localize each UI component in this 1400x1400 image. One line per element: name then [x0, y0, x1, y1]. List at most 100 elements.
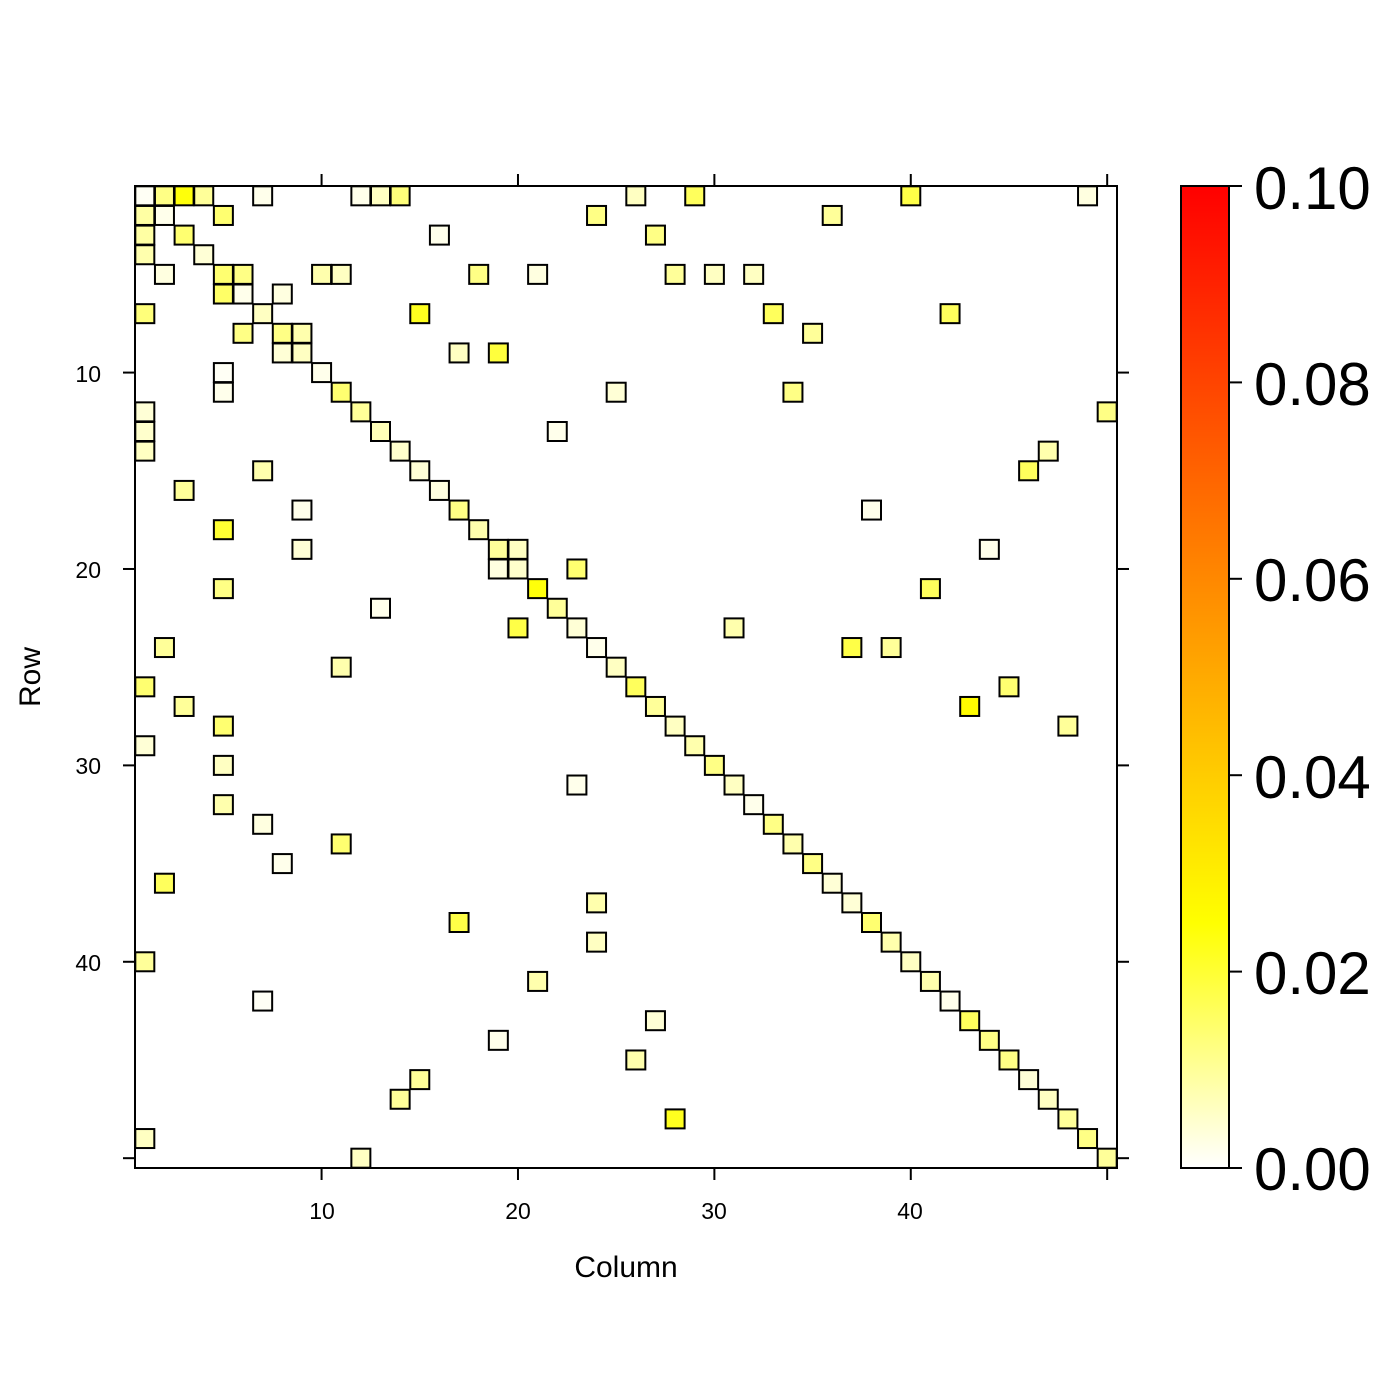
heatmap-cell-r4-c4 — [193, 244, 215, 266]
heatmap-cell-r26-c1 — [134, 676, 156, 698]
x-axis-title: Column — [574, 1251, 677, 1284]
heatmap-cell-r18-c5 — [212, 519, 234, 541]
heatmap-cell-r14-c1 — [134, 440, 156, 462]
heatmap-cell-r46-c46 — [1018, 1069, 1040, 1091]
heatmap-cell-r24-c24 — [586, 637, 608, 659]
heatmap-cell-r7-c42 — [939, 303, 961, 325]
heatmap-cell-r49-c49 — [1077, 1128, 1099, 1150]
heatmap-cell-r11-c11 — [330, 381, 352, 403]
heatmap-cell-r1-c4 — [193, 185, 215, 207]
heatmap-cell-r34-c34 — [782, 833, 804, 855]
heatmap-cell-r1-c3 — [173, 185, 195, 207]
heatmap-cell-r23-c31 — [723, 617, 745, 639]
y-tick-label-10: 10 — [75, 361, 101, 387]
heatmap-cell-r22-c22 — [546, 597, 568, 619]
heatmap-cell-r17-c38 — [861, 499, 882, 521]
heatmap-cell-r5-c18 — [468, 263, 490, 285]
heatmap-cell-r12-c50 — [1096, 401, 1118, 423]
heatmap-cell-r32-c32 — [743, 794, 765, 816]
colorbar-label-2: 0.04 — [1254, 744, 1371, 811]
heatmap-cell-r10-c10 — [311, 362, 333, 384]
heatmap-cell-r1-c12 — [350, 185, 372, 207]
heatmap-cell-r50-c50 — [1096, 1147, 1118, 1169]
heatmap-cell-r47-c47 — [1037, 1088, 1059, 1110]
heatmap-cell-r7-c7 — [252, 303, 274, 325]
heatmap-cell-r43-c43 — [959, 1010, 981, 1032]
heatmap-cell-r1-c29 — [684, 185, 706, 207]
heatmap-cell-r12-c12 — [350, 401, 372, 423]
heatmap-cell-r37-c37 — [841, 892, 863, 914]
heatmap-cell-r16-c16 — [428, 479, 450, 501]
heatmap-cell-r39-c39 — [880, 931, 902, 953]
y-axis-title: Row — [14, 647, 47, 707]
heatmap-cell-r22-c13 — [370, 597, 391, 619]
heatmap-cell-r38-c38 — [861, 912, 882, 933]
heatmap-cell-r5-c30 — [703, 263, 725, 285]
heatmap-cell-r14-c14 — [389, 440, 411, 462]
heatmap-cell-r15-c7 — [252, 460, 274, 482]
heatmap-cell-r6-c5 — [212, 283, 234, 305]
heatmap-cell-r19-c9 — [291, 538, 313, 560]
heatmap-cell-r26-c45 — [998, 676, 1020, 698]
heatmap-cell-r2-c5 — [212, 204, 234, 226]
heatmap-cell-r42-c7 — [252, 990, 274, 1012]
heatmap-cell-r11-c25 — [605, 381, 627, 403]
heatmap-cell-r19-c19 — [487, 538, 509, 560]
heatmap-cell-r2-c36 — [821, 204, 843, 226]
heatmap-cell-r11-c34 — [782, 381, 804, 403]
heatmap-cell-r3-c16 — [428, 224, 450, 246]
colorbar-label-0: 0.00 — [1254, 1136, 1371, 1203]
heatmap-cell-r8-c8 — [271, 322, 293, 344]
heatmap-cell-r36-c36 — [821, 872, 843, 894]
heatmap-cell-r2-c1 — [134, 204, 156, 226]
heatmap-cell-r40-c1 — [134, 951, 156, 973]
x-tick-label-40: 40 — [897, 1198, 923, 1224]
heatmap-cell-r20-c20 — [507, 558, 529, 580]
heatmap-cell-r24-c39 — [880, 637, 902, 659]
heatmap-cell-r28-c28 — [664, 715, 686, 737]
heatmap-cell-r48-c28 — [664, 1108, 686, 1130]
heatmap-cell-r7-c33 — [762, 303, 784, 325]
colorbar-label-5: 0.10 — [1254, 155, 1371, 222]
heatmap-cell-r2-c24 — [586, 204, 608, 226]
colorbar-label-4: 0.08 — [1254, 351, 1371, 418]
heatmap-cell-r15-c15 — [409, 460, 431, 482]
heatmap-cell-r20-c19 — [487, 558, 509, 580]
heatmap-cell-r17-c17 — [448, 499, 470, 521]
x-tick-label-20: 20 — [505, 1198, 531, 1224]
heatmap-cell-r13-c13 — [370, 421, 391, 442]
plot-frame — [134, 185, 1118, 1169]
heatmap-cell-r46-c15 — [409, 1069, 431, 1091]
heatmap-cell-r41-c21 — [527, 970, 549, 992]
heatmap-cell-r47-c14 — [389, 1088, 411, 1110]
heatmap-cell-r1-c14 — [389, 185, 411, 207]
heatmap-cell-r5-c21 — [527, 263, 549, 285]
cell-layer — [134, 185, 1118, 1169]
heatmap-cell-r8-c6 — [232, 322, 254, 344]
heatmap-cell-r4-c1 — [134, 244, 156, 266]
heatmap-cell-r5-c5 — [212, 263, 234, 285]
heatmap-cell-r9-c9 — [291, 342, 313, 364]
heatmap-cell-r36-c2 — [153, 872, 175, 894]
heatmap-cell-r50-c12 — [350, 1147, 372, 1169]
colorbar-label-1: 0.02 — [1254, 940, 1371, 1007]
heatmap-cell-r1-c13 — [370, 185, 391, 207]
heatmap-cell-r33-c33 — [762, 813, 784, 835]
heatmap-cell-r38-c17 — [448, 912, 470, 933]
heatmap-cell-r7-c1 — [134, 303, 156, 325]
heatmap-cell-r21-c41 — [919, 578, 941, 600]
heatmap-cell-r32-c5 — [212, 794, 234, 816]
heatmap-cell-r1-c49 — [1077, 185, 1099, 207]
heatmap-cell-r33-c7 — [252, 813, 274, 835]
heatmap-cell-r25-c25 — [605, 656, 627, 678]
heatmap-cell-r8-c9 — [291, 322, 313, 344]
tick-layer — [123, 174, 1129, 1180]
heatmap-cell-r24-c37 — [841, 637, 863, 659]
heatmap-cell-r5-c6 — [232, 263, 254, 285]
heatmap-cell-r20-c23 — [566, 558, 588, 580]
heatmap-cell-r1-c1 — [134, 185, 156, 207]
heatmap-cell-r28-c5 — [212, 715, 234, 737]
heatmap-cell-r23-c20 — [507, 617, 529, 639]
heatmap-cell-r14-c47 — [1037, 440, 1059, 462]
heatmap-cell-r16-c3 — [173, 479, 195, 501]
